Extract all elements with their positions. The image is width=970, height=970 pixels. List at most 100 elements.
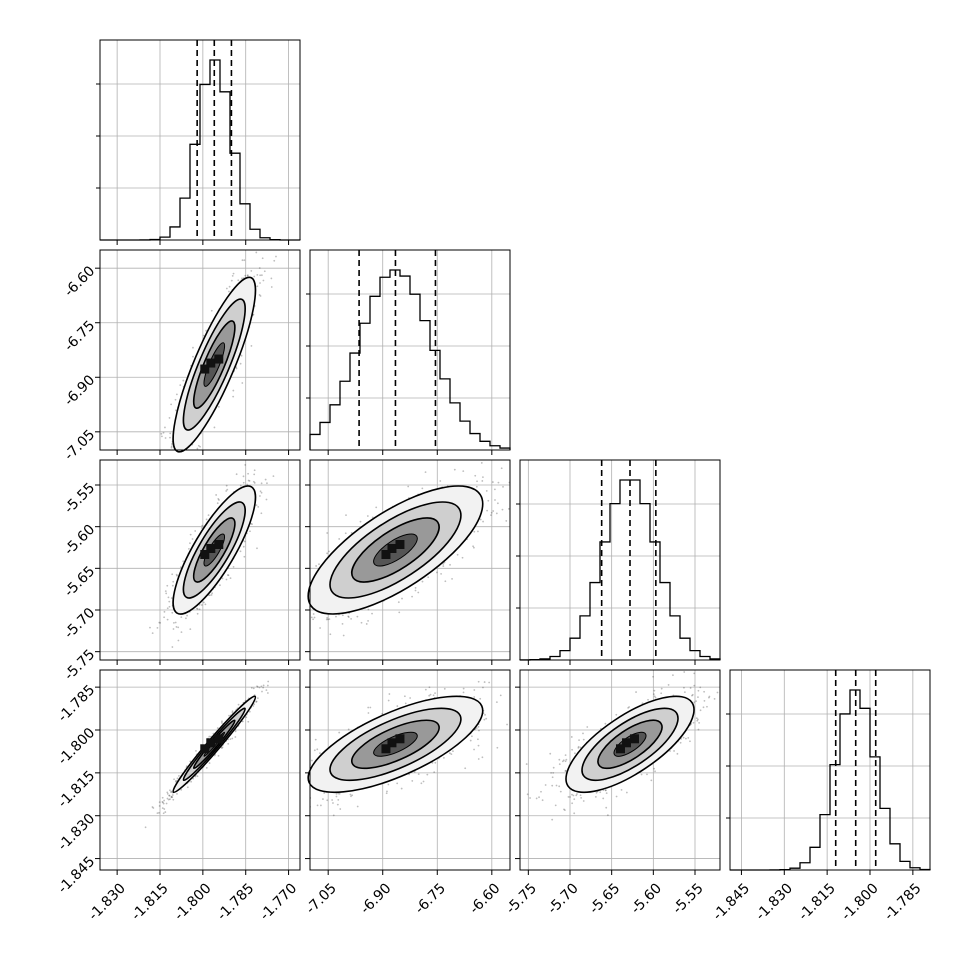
scatter-point: [303, 614, 305, 616]
scatter-point: [168, 417, 171, 419]
scatter-point: [328, 618, 331, 621]
scatter-point: [175, 626, 178, 628]
scatter-point: [221, 720, 223, 723]
scatter-point: [375, 506, 378, 509]
scatter-point: [484, 713, 486, 716]
scatter-point: [234, 736, 237, 738]
scatter-point: [158, 801, 161, 804]
scatter-point: [239, 550, 242, 553]
scatter-point: [253, 247, 255, 249]
scatter-point: [162, 475, 164, 477]
scatter-point: [491, 481, 494, 483]
scatter-point: [347, 616, 350, 618]
scatter-point: [281, 799, 283, 801]
scatter-point: [231, 274, 234, 277]
scatter-point: [194, 530, 197, 532]
scatter-point: [216, 727, 219, 729]
scatter-point: [653, 695, 656, 698]
scatter-point: [250, 345, 253, 347]
scatter-point: [262, 686, 265, 689]
scatter-point: [381, 712, 384, 715]
scatter-point: [171, 796, 174, 799]
scatter-point: [398, 611, 401, 614]
scatter-point: [260, 615, 262, 617]
scatter-point: [166, 797, 169, 800]
scatter-point: [469, 739, 472, 742]
scatter-point: [165, 461, 167, 463]
scatter-point: [241, 720, 244, 723]
scatter-point: [433, 771, 436, 774]
scatter-point: [171, 573, 174, 576]
scatter-point: [350, 795, 352, 798]
scatter-point: [602, 797, 605, 800]
scatter-point: [182, 453, 184, 455]
scatter-point: [175, 779, 177, 782]
scatter-point: [189, 628, 192, 631]
scatter-point: [165, 592, 168, 595]
scatter-point: [244, 274, 247, 277]
scatter-point: [242, 481, 245, 484]
scatter-point: [265, 689, 268, 691]
scatter-point: [162, 431, 165, 434]
scatter-point: [507, 507, 510, 510]
scatter-point: [171, 794, 174, 796]
scatter-point: [161, 800, 164, 803]
scatter-point: [285, 794, 287, 796]
scatter-point: [672, 674, 674, 677]
scatter-point: [400, 787, 403, 790]
scatter-point: [170, 795, 173, 798]
density-peak: [395, 540, 405, 549]
scatter-point: [341, 623, 344, 625]
scatter-point: [259, 295, 262, 297]
scatter-point: [168, 605, 171, 608]
scatter-point: [243, 540, 246, 543]
scatter-point: [477, 530, 479, 533]
scatter-panel-1-0: [95, 247, 301, 480]
scatter-point: [452, 454, 454, 456]
scatter-point: [293, 791, 295, 793]
scatter-point: [181, 473, 183, 475]
scatter-point: [306, 753, 308, 755]
scatter-point: [359, 520, 362, 523]
scatter-point: [180, 616, 183, 619]
scatter-point: [245, 716, 248, 719]
scatter-point: [417, 591, 420, 594]
scatter-point: [151, 806, 154, 808]
scatter-point: [417, 773, 420, 776]
scatter-point: [177, 478, 179, 480]
scatter-point: [339, 808, 342, 810]
scatter-point: [697, 689, 700, 692]
scatter-point: [262, 684, 265, 687]
scatter-point: [239, 484, 242, 487]
scatter-point: [432, 694, 435, 697]
scatter-point: [278, 649, 280, 651]
scatter-point: [625, 791, 628, 794]
scatter-point: [434, 692, 436, 695]
scatter-point: [243, 555, 246, 558]
scatter-point: [164, 426, 166, 429]
scatter-point: [653, 689, 656, 692]
scatter-point: [274, 595, 276, 597]
scatter-point: [240, 354, 243, 357]
panel-frame: [519, 459, 721, 661]
scatter-point: [683, 691, 686, 694]
scatter-point: [175, 451, 177, 453]
scatter-point: [479, 518, 482, 521]
scatter-point: [247, 479, 250, 482]
scatter-point: [349, 793, 352, 796]
scatter-point: [496, 746, 499, 749]
scatter-point: [476, 480, 478, 483]
scatter-point: [230, 279, 233, 282]
scatter-point: [478, 729, 480, 732]
scatter-point: [218, 499, 220, 501]
scatter-point: [164, 590, 167, 593]
scatter-point: [248, 710, 251, 713]
scatter-point: [305, 784, 307, 786]
scatter-point: [196, 608, 199, 610]
scatter-point: [326, 532, 329, 534]
scatter-point: [215, 494, 218, 496]
scatter-point: [189, 542, 191, 545]
scatter-point: [208, 594, 211, 597]
scatter-point: [237, 703, 240, 706]
scatter-point: [450, 753, 453, 756]
